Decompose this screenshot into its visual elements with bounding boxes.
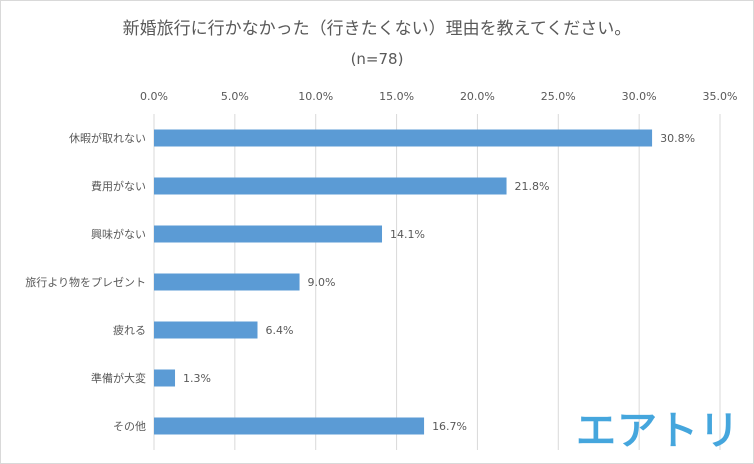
data-label: 30.8% — [660, 132, 695, 145]
category-label: 休暇が取れない — [69, 131, 146, 145]
data-label: 9.0% — [308, 276, 336, 289]
bar — [154, 225, 383, 243]
x-tick-label: 15.0% — [379, 90, 414, 103]
airtrip-logo: エアトリ — [576, 408, 740, 454]
bar — [154, 321, 258, 339]
category-label: その他 — [113, 420, 146, 433]
bar — [154, 369, 176, 387]
category-label: 興味がない — [91, 227, 146, 241]
bar — [154, 273, 300, 291]
x-tick-label: 30.0% — [622, 90, 657, 103]
category-label: 旅行より物をプレゼント — [25, 275, 146, 289]
chart-subtitle: (n=78) — [350, 50, 404, 68]
x-tick-label: 35.0% — [703, 90, 738, 103]
data-label: 16.7% — [432, 420, 467, 433]
category-label: 疲れる — [113, 323, 146, 337]
bar — [154, 177, 507, 195]
x-tick-label: 5.0% — [221, 90, 249, 103]
bar — [154, 417, 425, 435]
category-label: 費用がない — [91, 179, 146, 193]
x-tick-label: 25.0% — [541, 90, 576, 103]
x-tick-label: 0.0% — [140, 90, 168, 103]
x-tick-label: 20.0% — [460, 90, 495, 103]
bar — [154, 129, 653, 147]
x-tick-label: 10.0% — [298, 90, 333, 103]
chart-title: 新婚旅行に行かなかった（行きたくない）理由を教えてください。 — [122, 19, 632, 39]
data-label: 14.1% — [390, 228, 425, 241]
data-label: 6.4% — [265, 324, 293, 337]
category-label: 準備が大変 — [91, 371, 146, 385]
data-label: 21.8% — [515, 180, 550, 193]
data-label: 1.3% — [183, 372, 211, 385]
